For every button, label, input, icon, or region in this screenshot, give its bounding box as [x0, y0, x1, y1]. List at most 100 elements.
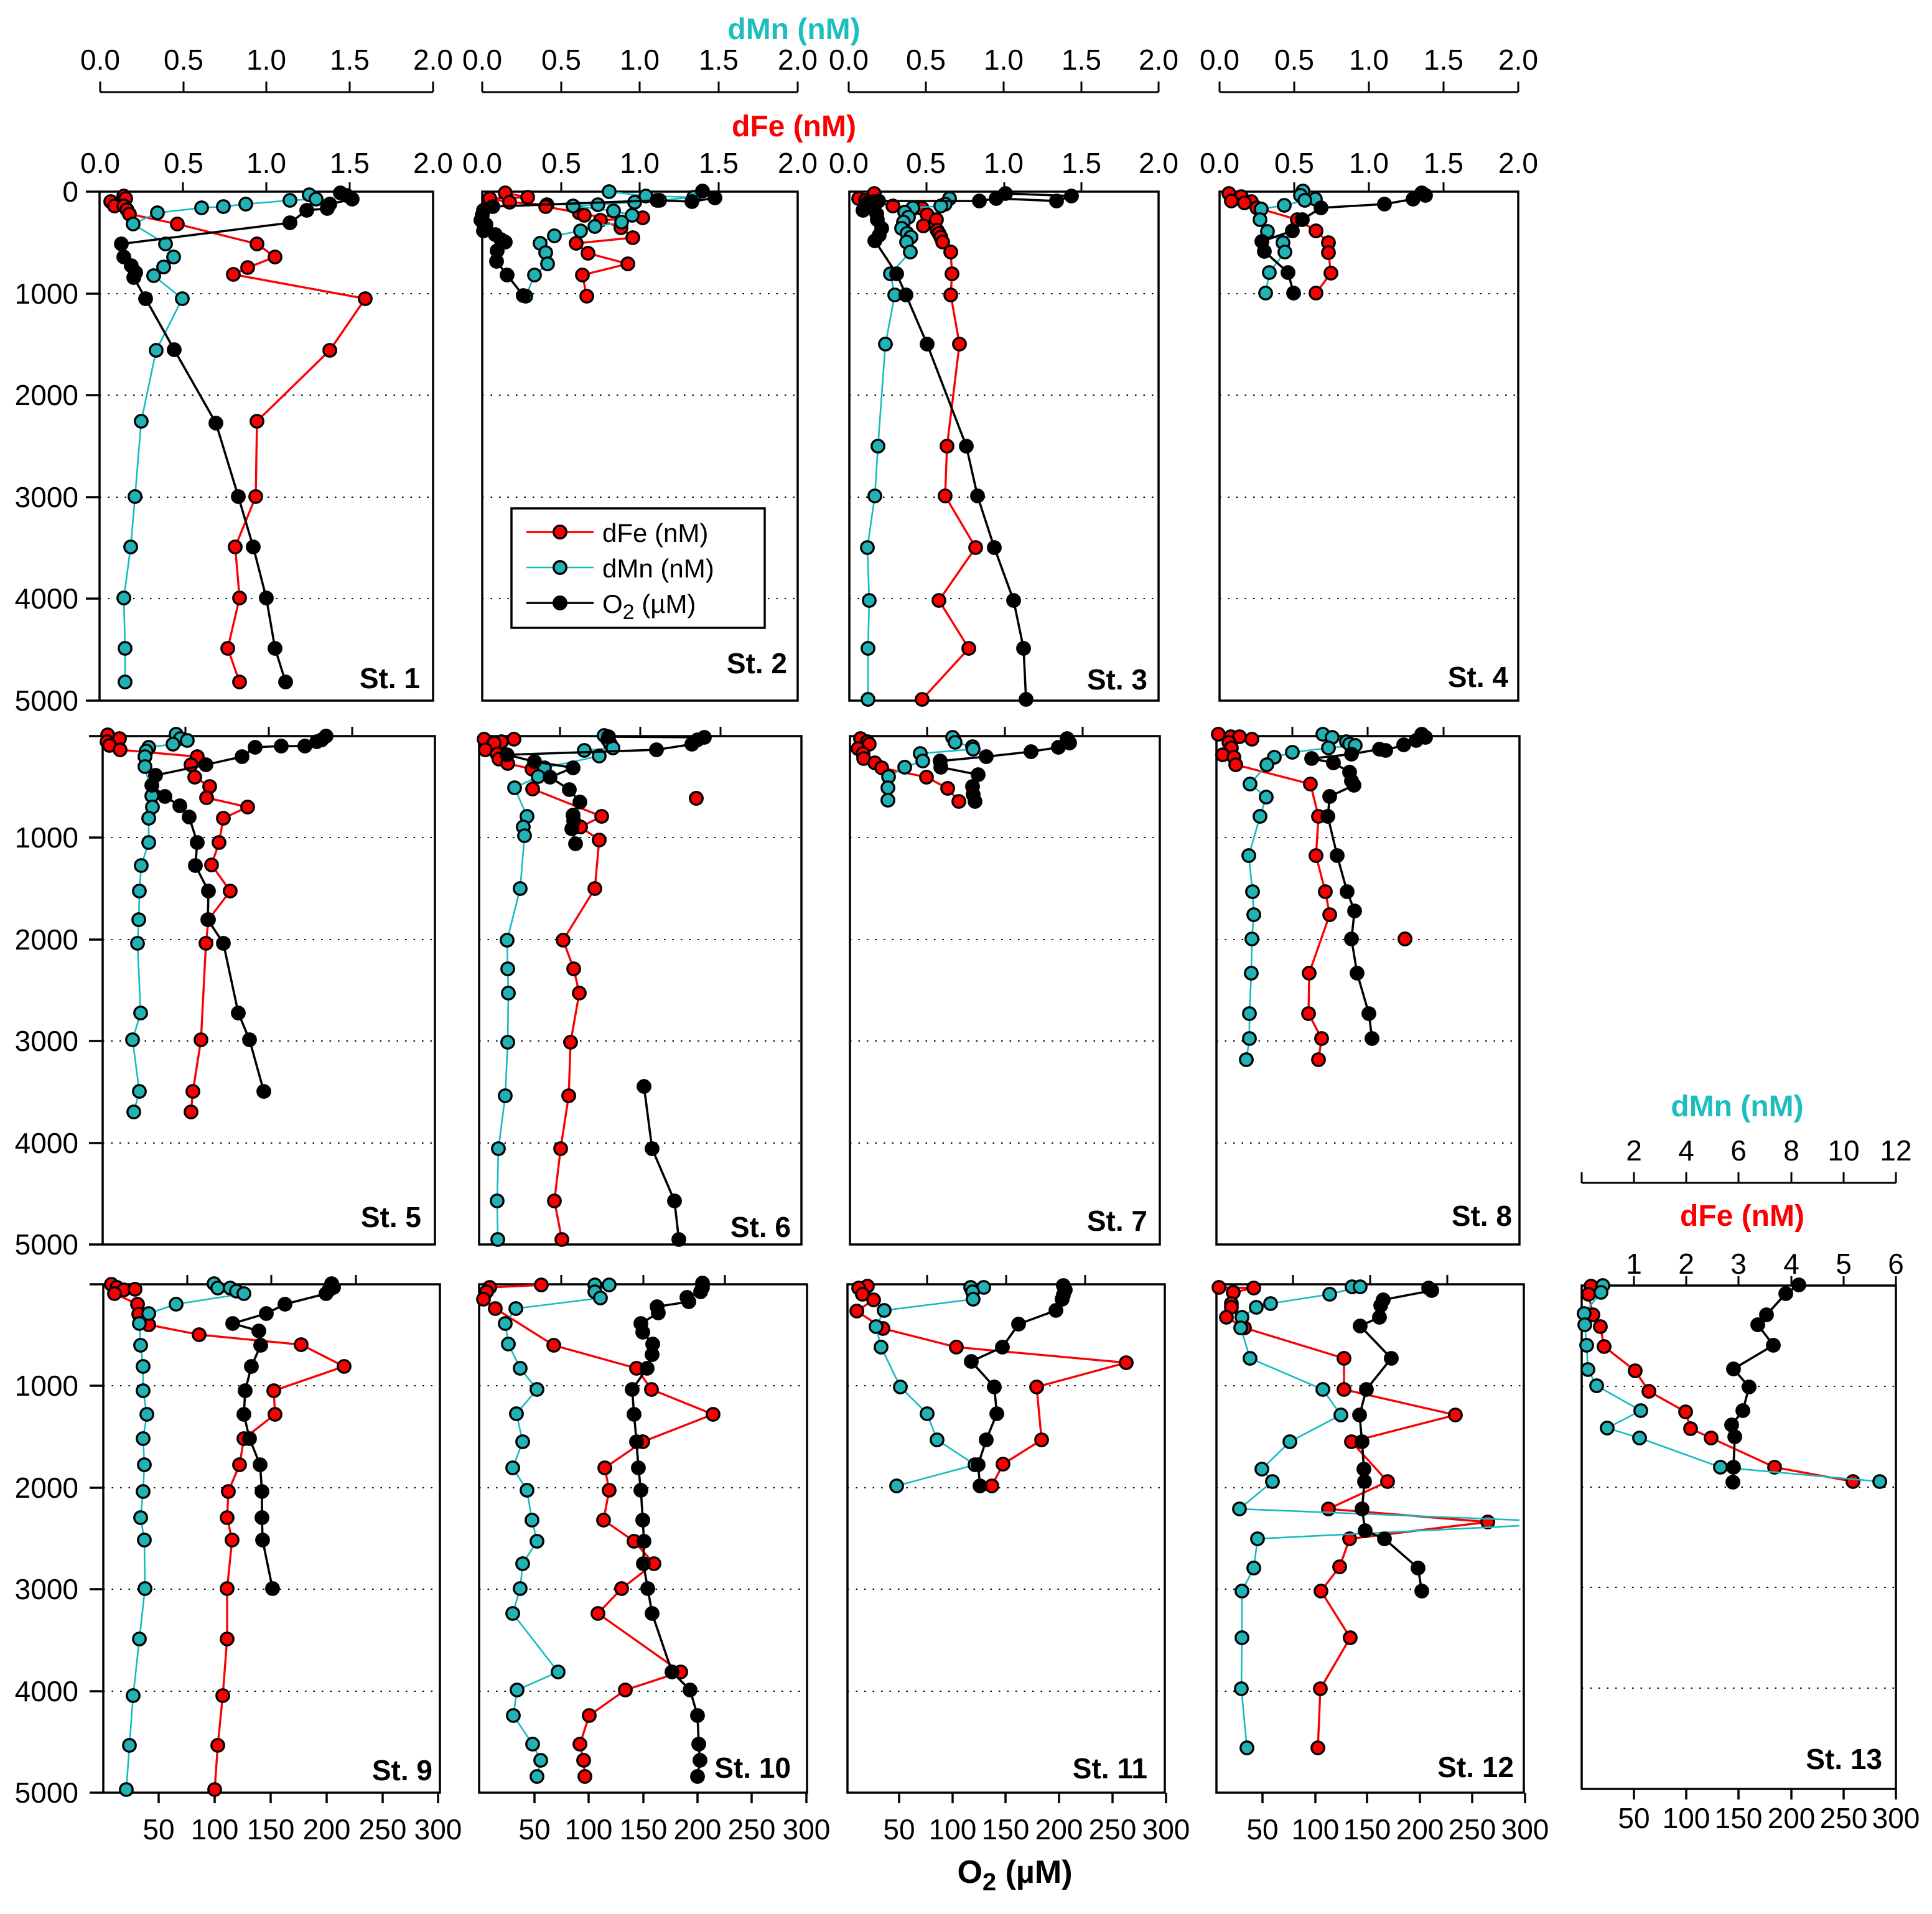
- svg-text:100: 100: [1663, 1802, 1710, 1834]
- svg-text:0.0: 0.0: [1200, 147, 1239, 179]
- svg-text:0.5: 0.5: [541, 147, 581, 179]
- svg-text:St. 6: St. 6: [730, 1211, 791, 1243]
- svg-text:2.0: 2.0: [413, 147, 453, 179]
- svg-text:200: 200: [674, 1813, 722, 1846]
- svg-text:3: 3: [1730, 1248, 1747, 1280]
- svg-text:St. 3: St. 3: [1087, 663, 1147, 696]
- svg-text:0.0: 0.0: [80, 147, 120, 179]
- svg-text:1.0: 1.0: [246, 147, 286, 179]
- svg-text:0.5: 0.5: [906, 44, 946, 76]
- svg-text:50: 50: [1618, 1802, 1650, 1834]
- svg-text:150: 150: [247, 1813, 295, 1846]
- svg-text:dFe (nM): dFe (nM): [602, 518, 708, 548]
- svg-text:2: 2: [1626, 1134, 1642, 1167]
- svg-text:5000: 5000: [15, 684, 78, 717]
- svg-text:1.5: 1.5: [330, 44, 370, 76]
- svg-text:3000: 3000: [15, 1573, 78, 1605]
- svg-text:2.0: 2.0: [778, 44, 818, 76]
- svg-text:1.5: 1.5: [330, 147, 370, 179]
- svg-text:0.0: 0.0: [80, 44, 120, 76]
- svg-text:1.5: 1.5: [1424, 147, 1463, 179]
- svg-text:2.0: 2.0: [1139, 44, 1178, 76]
- svg-text:12: 12: [1880, 1134, 1911, 1167]
- svg-text:300: 300: [1142, 1813, 1190, 1846]
- svg-text:dMn (nM): dMn (nM): [602, 554, 714, 583]
- svg-text:1.0: 1.0: [1349, 44, 1389, 76]
- svg-text:150: 150: [620, 1813, 668, 1846]
- svg-text:1.5: 1.5: [699, 147, 739, 179]
- svg-text:0.5: 0.5: [1274, 147, 1314, 179]
- svg-text:250: 250: [359, 1813, 407, 1846]
- svg-text:0.5: 0.5: [541, 44, 581, 76]
- svg-text:1000: 1000: [15, 1370, 78, 1402]
- svg-text:250: 250: [728, 1813, 776, 1846]
- svg-text:200: 200: [1396, 1813, 1444, 1846]
- svg-text:6: 6: [1730, 1134, 1747, 1167]
- svg-text:dMn (nM): dMn (nM): [1671, 1090, 1803, 1123]
- svg-text:2000: 2000: [15, 379, 78, 411]
- svg-text:0.0: 0.0: [1200, 44, 1239, 76]
- svg-text:1.0: 1.0: [620, 147, 660, 179]
- svg-text:St. 2: St. 2: [727, 647, 787, 679]
- svg-text:8: 8: [1783, 1134, 1799, 1167]
- svg-text:2.0: 2.0: [1139, 147, 1178, 179]
- svg-text:2: 2: [1678, 1248, 1694, 1280]
- svg-text:0.5: 0.5: [1274, 44, 1314, 76]
- svg-text:0.5: 0.5: [906, 147, 946, 179]
- svg-text:100: 100: [191, 1813, 239, 1846]
- svg-text:St. 7: St. 7: [1087, 1205, 1147, 1237]
- svg-text:100: 100: [929, 1813, 977, 1846]
- svg-text:1.0: 1.0: [620, 44, 660, 76]
- svg-text:1.0: 1.0: [246, 44, 286, 76]
- svg-text:100: 100: [1292, 1813, 1340, 1846]
- svg-text:50: 50: [142, 1813, 174, 1846]
- svg-text:1.5: 1.5: [1424, 44, 1463, 76]
- svg-text:St. 4: St. 4: [1448, 661, 1509, 693]
- svg-text:300: 300: [414, 1813, 462, 1846]
- svg-text:50: 50: [1246, 1813, 1278, 1846]
- svg-text:6: 6: [1888, 1248, 1904, 1280]
- svg-text:1000: 1000: [15, 278, 78, 310]
- svg-text:2.0: 2.0: [413, 44, 453, 76]
- svg-text:2.0: 2.0: [1498, 147, 1538, 179]
- svg-text:2000: 2000: [15, 923, 78, 956]
- svg-text:5: 5: [1836, 1248, 1852, 1280]
- svg-text:150: 150: [1343, 1813, 1391, 1846]
- svg-text:200: 200: [1768, 1802, 1816, 1834]
- svg-text:St. 8: St. 8: [1452, 1200, 1512, 1232]
- svg-text:2.0: 2.0: [1498, 44, 1538, 76]
- svg-text:St. 13: St. 13: [1806, 1743, 1882, 1775]
- svg-text:0.0: 0.0: [462, 147, 502, 179]
- svg-text:0: 0: [62, 175, 78, 208]
- svg-text:250: 250: [1089, 1813, 1137, 1846]
- svg-text:50: 50: [883, 1813, 915, 1846]
- svg-text:2000: 2000: [15, 1472, 78, 1504]
- svg-text:St. 12: St. 12: [1437, 1751, 1514, 1783]
- svg-text:St. 1: St. 1: [360, 662, 420, 694]
- svg-text:1000: 1000: [15, 821, 78, 854]
- svg-text:dMn (nM): dMn (nM): [727, 13, 860, 46]
- svg-text:1.5: 1.5: [1062, 147, 1101, 179]
- svg-text:0.0: 0.0: [829, 44, 869, 76]
- svg-text:200: 200: [1035, 1813, 1083, 1846]
- svg-text:dFe (nM): dFe (nM): [1680, 1200, 1804, 1233]
- svg-text:0.5: 0.5: [164, 44, 203, 76]
- svg-text:4: 4: [1678, 1134, 1694, 1167]
- svg-text:1.0: 1.0: [984, 44, 1024, 76]
- svg-text:5000: 5000: [15, 1776, 78, 1809]
- svg-text:150: 150: [1715, 1802, 1763, 1834]
- svg-text:0.0: 0.0: [829, 147, 869, 179]
- svg-text:1.0: 1.0: [1349, 147, 1389, 179]
- svg-text:O2 (µM): O2 (µM): [957, 1854, 1072, 1896]
- svg-text:St. 9: St. 9: [372, 1754, 432, 1786]
- svg-text:St. 5: St. 5: [361, 1201, 421, 1233]
- svg-text:10: 10: [1827, 1134, 1859, 1167]
- svg-text:2.0: 2.0: [778, 147, 818, 179]
- svg-text:3000: 3000: [15, 1025, 78, 1057]
- svg-text:150: 150: [982, 1813, 1030, 1846]
- svg-text:dFe (nM): dFe (nM): [732, 110, 856, 143]
- svg-text:4000: 4000: [15, 1127, 78, 1159]
- svg-text:0.0: 0.0: [462, 44, 502, 76]
- svg-text:St. 10: St. 10: [714, 1752, 791, 1784]
- svg-text:3000: 3000: [15, 481, 78, 513]
